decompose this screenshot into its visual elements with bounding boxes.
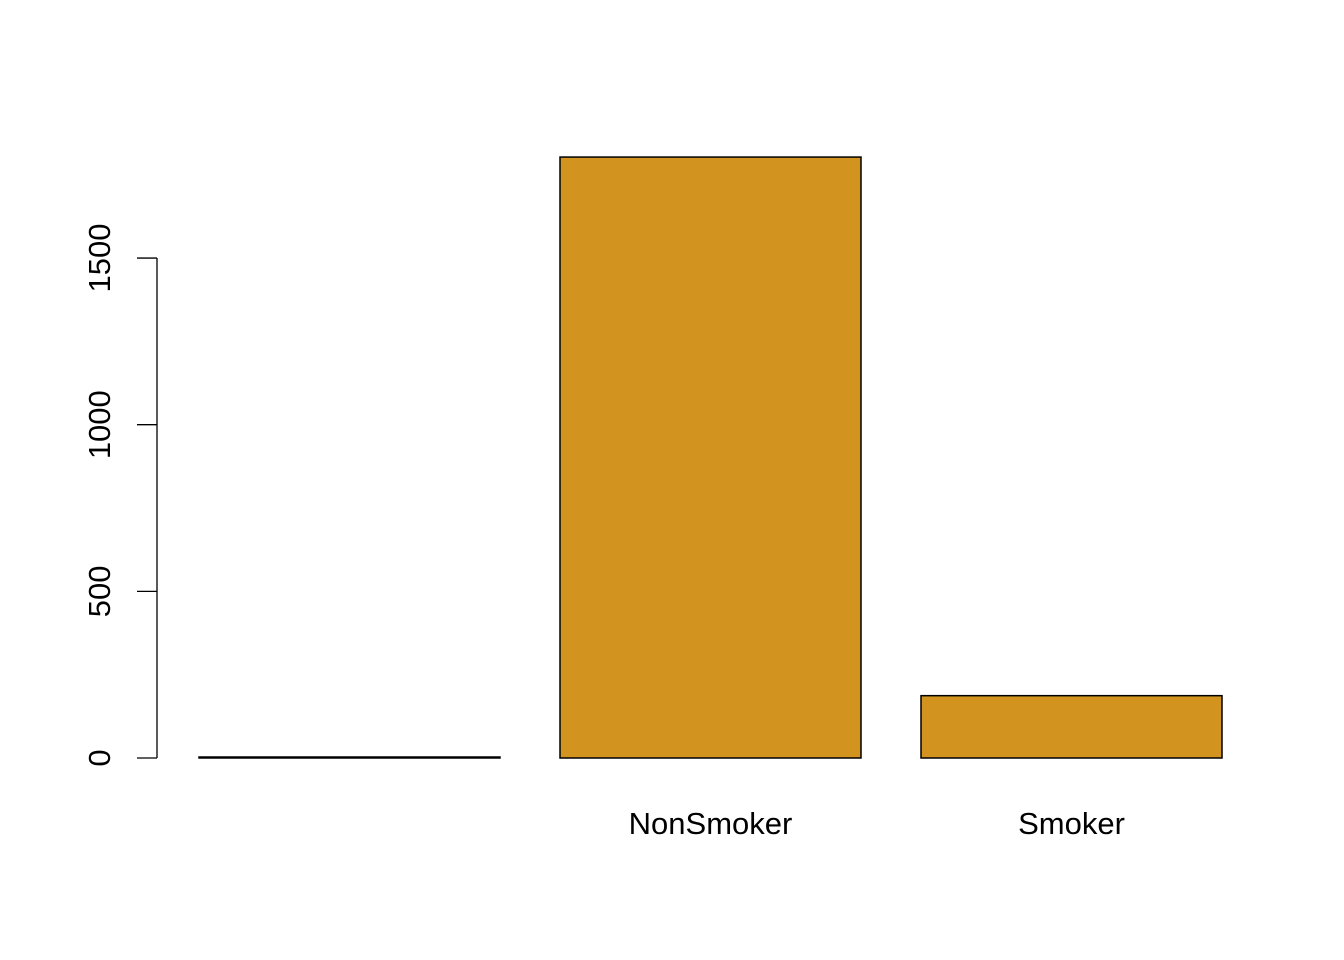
bars bbox=[198, 156, 1223, 759]
bar-nonsmoker bbox=[559, 156, 862, 759]
y-tick-label: 500 bbox=[82, 565, 117, 617]
y-tick-label: 0 bbox=[82, 749, 117, 766]
y-tick-label: 1000 bbox=[82, 390, 117, 459]
bar-blank bbox=[198, 756, 501, 759]
y-tick-label: 1500 bbox=[82, 224, 117, 293]
category-label: Smoker bbox=[1018, 806, 1125, 841]
y-axis: 0 500 1000 1500 bbox=[82, 224, 158, 767]
bar-smoker bbox=[920, 694, 1223, 759]
category-labels: NonSmoker Smoker bbox=[629, 806, 1125, 841]
category-label: NonSmoker bbox=[629, 806, 793, 841]
